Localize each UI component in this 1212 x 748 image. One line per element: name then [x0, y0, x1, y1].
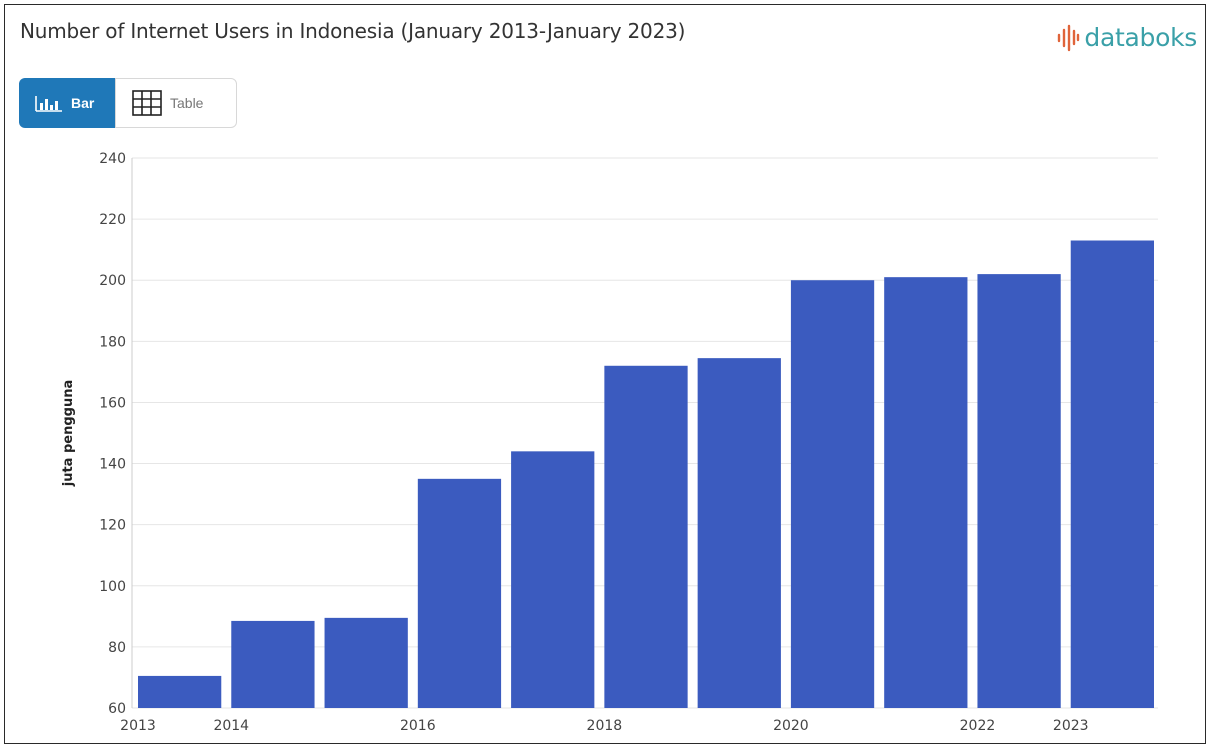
bar — [231, 620, 315, 708]
bar — [324, 617, 408, 708]
y-tick-label: 220 — [99, 212, 126, 228]
x-tick-label: 2020 — [773, 718, 809, 734]
x-tick-label: 2016 — [400, 718, 436, 734]
y-tick-label: 160 — [99, 395, 126, 411]
bar — [697, 358, 781, 708]
x-tick-label: 2013 — [120, 718, 156, 734]
bar-view-label: Bar — [71, 95, 95, 111]
chart-title: Number of Internet Users in Indonesia (J… — [20, 19, 686, 43]
y-tick-label: 120 — [99, 518, 126, 534]
bar — [138, 675, 222, 708]
bar — [790, 280, 875, 708]
x-tick-label: 2014 — [213, 718, 249, 734]
bar — [604, 365, 688, 708]
y-axis-title: juta pengguna — [61, 380, 76, 488]
bar — [511, 451, 595, 708]
y-tick-label: 240 — [99, 151, 126, 167]
bar — [884, 277, 968, 708]
x-tick-label: 2022 — [960, 718, 996, 734]
x-tick-label: 2023 — [1053, 718, 1089, 734]
brand-name: databoks — [1084, 23, 1197, 52]
y-tick-label: 100 — [99, 579, 126, 595]
y-tick-label: 200 — [99, 273, 126, 289]
y-tick-label: 140 — [99, 457, 126, 473]
bar — [977, 274, 1061, 708]
databoks-logo: databoks — [1056, 23, 1197, 52]
table-view-label: Table — [170, 95, 204, 111]
databoks-wave-icon — [1058, 24, 1080, 51]
y-tick-label: 60 — [108, 701, 126, 717]
table-grid-icon — [132, 90, 162, 116]
y-tick-label: 80 — [108, 640, 126, 656]
y-tick-label: 180 — [99, 334, 126, 350]
bar — [417, 478, 502, 708]
bar-chart-icon — [35, 96, 62, 112]
bar — [1070, 240, 1154, 708]
bar-view-button[interactable]: Bar — [19, 78, 115, 128]
view-toggle: Bar Table — [19, 78, 237, 128]
x-tick-label: 2018 — [587, 718, 623, 734]
table-view-button[interactable]: Table — [115, 78, 237, 128]
